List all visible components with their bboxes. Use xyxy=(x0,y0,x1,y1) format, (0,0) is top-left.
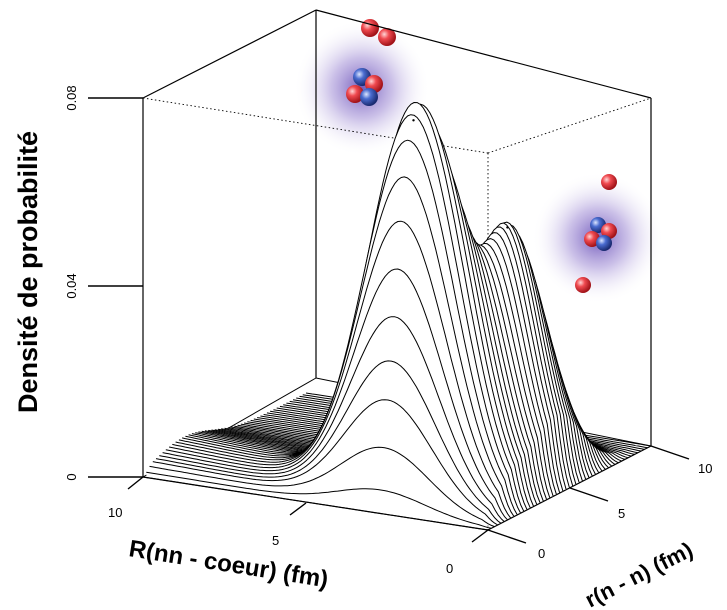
x-tick-mark xyxy=(471,529,489,543)
box-edge xyxy=(315,9,652,99)
core-neutron-sphere xyxy=(360,88,378,106)
z-tick-label: 0.04 xyxy=(64,273,79,298)
x-tick-mark xyxy=(127,476,144,490)
surface-contour-line xyxy=(146,471,492,529)
density-surface xyxy=(142,102,652,531)
surface-peak-point xyxy=(412,119,415,122)
x-tick-mark xyxy=(289,502,307,516)
halo-neutron-sphere xyxy=(575,277,591,293)
box-edge-hidden xyxy=(487,97,652,154)
surface-contour-line xyxy=(149,446,495,528)
surface-contour-line xyxy=(159,316,505,522)
halo-glow xyxy=(294,20,430,156)
halo-neutron-sphere xyxy=(601,174,617,190)
box-edge xyxy=(142,9,317,99)
y-tick-mark xyxy=(569,487,609,502)
x-tick-label: 10 xyxy=(108,505,122,520)
surface-peak-point xyxy=(506,226,509,229)
y-tick-mark xyxy=(487,529,527,544)
surface-contour-line xyxy=(162,268,508,521)
nucleus-illustration-top xyxy=(294,19,430,156)
z-axis-title: Densité de probabilité xyxy=(13,131,43,413)
z-tick-label: 0.08 xyxy=(64,85,79,110)
z-tick-label: 0 xyxy=(64,473,79,480)
surface-contour-line xyxy=(172,139,518,516)
z-axis: 0 0.04 0.08 Densité de probabilité xyxy=(13,85,143,481)
y-tick-mark xyxy=(650,445,690,460)
x-tick-label: 5 xyxy=(272,533,279,548)
core-proton-sphere xyxy=(346,85,364,103)
x-axis-title: R(nn - coeur) (fm) xyxy=(127,535,330,593)
x-tick-label: 0 xyxy=(446,561,453,576)
y-tick-label: 0 xyxy=(538,546,545,561)
surface-contour-line xyxy=(155,360,502,524)
surface-contour-line xyxy=(142,476,489,531)
y-tick-label: 5 xyxy=(618,506,625,521)
surface-contour-line xyxy=(169,176,515,517)
halo-neutron-sphere xyxy=(361,19,379,37)
core-neutron-sphere xyxy=(596,235,612,251)
halo-neutron-sphere xyxy=(378,28,396,46)
nucleus-illustration-right xyxy=(532,172,664,304)
surface-contour-line xyxy=(165,220,512,519)
core-proton-sphere xyxy=(601,223,617,239)
y-axis-title: r(n - n) (fm) xyxy=(581,537,697,610)
surface-contour-line xyxy=(152,399,499,526)
y-tick-label: 10 xyxy=(698,461,712,476)
